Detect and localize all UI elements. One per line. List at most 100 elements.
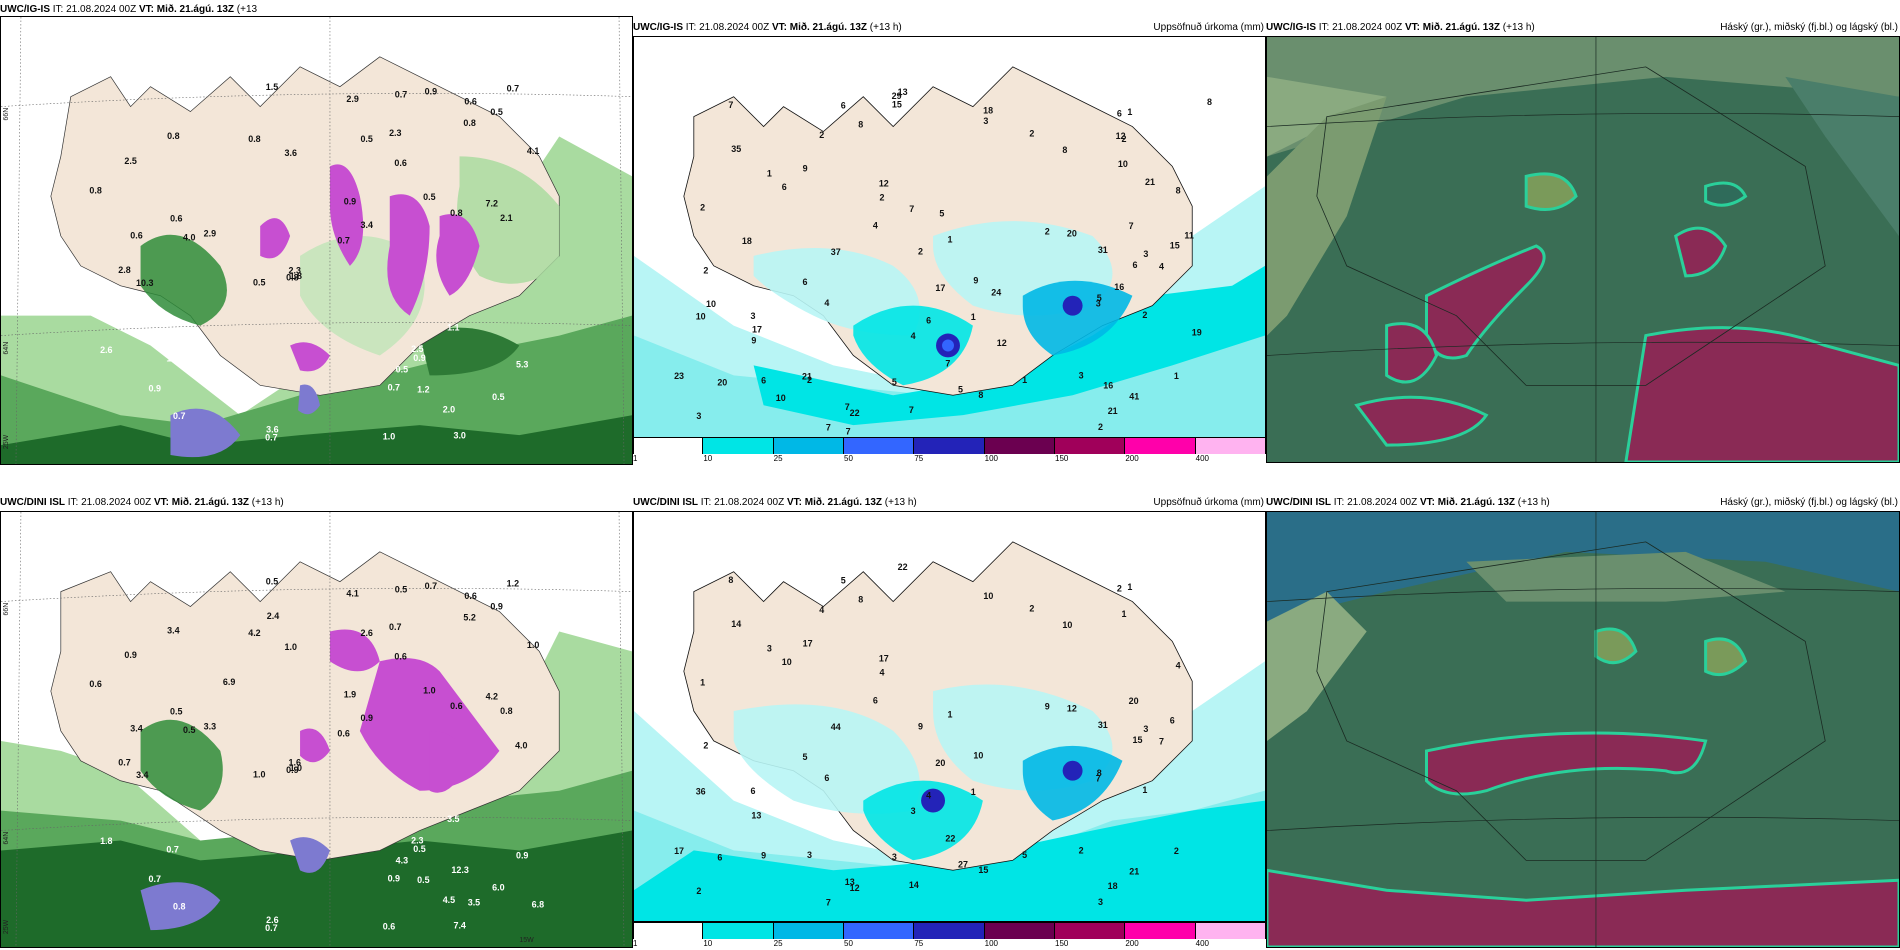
- precip-value-label: 2: [703, 740, 708, 750]
- precip-value-label: 12: [879, 178, 889, 188]
- it-label: IT:: [1318, 22, 1330, 33]
- precip-value-label: 2.6: [266, 915, 278, 925]
- precip-value-label: 2: [1121, 134, 1126, 144]
- precip-value-label: 23: [674, 371, 684, 381]
- it-label: IT:: [700, 497, 712, 508]
- model-name: UWC/DINI ISL: [1266, 497, 1331, 508]
- colorbar-segment: [1195, 922, 1266, 939]
- precip-value-label: 5: [892, 377, 897, 387]
- precip-value-label: 4.3: [396, 855, 408, 865]
- precip-value-label: 0.5: [490, 107, 502, 117]
- lead-time: (+13 h): [1502, 22, 1535, 33]
- valid-time: Mið. 21.ágú. 13Z: [156, 4, 234, 15]
- map-frame[interactable]: 2 2 1 1 1 2 3 1 2 2 2 1 1 2 2 3 4 5 6 3 4 2 3 5 7 4 6 2 3 7 4 6 2 7 9 8 6 15 3…: [633, 36, 1266, 445]
- map-frame[interactable]: 1 2 5 1 1 1 2 2 3 1 2 1 3 4 4 2 3 8 2 6 6 3 3 3 7 7 10 9 10 8 6 5 9 14 17 1…: [633, 511, 1266, 922]
- precip-value-label: 0.9: [425, 86, 437, 96]
- precip-value-label: 2.6: [360, 628, 372, 638]
- lat-label-64: 64N: [3, 832, 10, 845]
- precip-value-label: 4.5: [443, 895, 455, 905]
- precip-value-label: 0.9: [149, 383, 161, 393]
- colorbar-segment: [1125, 437, 1196, 454]
- precip-value-label: 0.9: [388, 874, 400, 884]
- panel-header: UWC/DINI ISL IT: 21.08.2024 00Z VT: Mið.…: [1266, 495, 1900, 511]
- map-frame[interactable]: [1266, 511, 1900, 948]
- precip-value-label: 12: [850, 883, 860, 893]
- precip-value-label: 2.6: [100, 345, 112, 355]
- precip-value-label: 36: [696, 786, 706, 796]
- it-label: IT:: [685, 22, 697, 33]
- precip-value-label: 2.9: [204, 229, 216, 239]
- precip-value-label: 18: [742, 236, 752, 246]
- colorbar-segment: [1055, 922, 1126, 939]
- precip-value-label: 10.3: [136, 278, 153, 288]
- panel-top-mid: UWC/IG-IS IT: 21.08.2024 00Z VT: Mið. 21…: [633, 0, 1266, 465]
- lat-label-66: 66N: [3, 108, 10, 121]
- map-title: Uppsöfnuð úrkoma (mm): [1153, 22, 1264, 33]
- precip-value-label: 3: [983, 116, 988, 126]
- precip-value-label: 15: [892, 99, 902, 109]
- precip-value-label: 44: [831, 722, 841, 732]
- precip-value-label: 1.2: [507, 578, 519, 588]
- precip-value-label: 2: [1079, 846, 1084, 856]
- precip-value-label: 0.5: [266, 577, 278, 587]
- map-frame[interactable]: [1266, 36, 1900, 463]
- map-frame[interactable]: 66N 64N 25W 15W 0.6 0.5 0.7 0.6 1.0 0.9 1.0 0.6…: [0, 511, 633, 948]
- precip-value-label: 3: [751, 311, 756, 321]
- precip-value-label: 13: [751, 811, 761, 821]
- precip-value-label: 2: [880, 193, 885, 203]
- precip-value-label: 5: [939, 209, 944, 219]
- precip-value-label: 0.7: [395, 90, 407, 100]
- precip-value-label: 1: [971, 312, 976, 322]
- precip-value-label: 2: [819, 130, 824, 140]
- precip-value-label: 6.0: [492, 883, 504, 893]
- colorbar-segment: [703, 437, 774, 454]
- precip-value-label: 6: [926, 315, 931, 325]
- precip-value-label: 6: [803, 277, 808, 287]
- map-frame[interactable]: 66N 64N 25W 0.6 0.6 0.7 0.6 0.5 0.7 0.5 0.8 0.7 0…: [0, 16, 633, 465]
- init-time: 21.08.2024 00Z: [699, 22, 770, 33]
- precip-wind-map: 66N 64N 25W 0.60.60.70.60.50.70.50.80.70…: [1, 17, 632, 464]
- precip-value-label: 2.5: [124, 156, 136, 166]
- colorbar-tick-label: 400: [1195, 454, 1210, 463]
- precip-value-label: 3.4: [167, 625, 179, 635]
- precip-value-label: 0.7: [389, 622, 401, 632]
- precip-value-label: 2.1: [500, 213, 512, 223]
- precip-value-label: 7: [846, 427, 851, 437]
- precip-value-label: 29: [892, 91, 902, 101]
- model-name: UWC/IG-IS: [1266, 22, 1316, 33]
- precip-value-label: 0.7: [149, 874, 161, 884]
- precip-value-label: 0.7: [507, 84, 519, 94]
- precip-value-label: 1: [948, 710, 953, 720]
- colorbar-tick-label: 100: [984, 454, 999, 463]
- precip-value-label: 3: [911, 806, 916, 816]
- precip-value-label: 4.1: [527, 146, 539, 156]
- precip-value-label: 17: [935, 283, 945, 293]
- precip-value-label: 17: [803, 638, 813, 648]
- precip-value-label: 21: [1129, 866, 1139, 876]
- precip-value-label: 12: [1116, 131, 1126, 141]
- precip-value-label: 4: [824, 298, 829, 308]
- lead-time: (+13 h): [1517, 497, 1550, 508]
- colorbar-tick-label: 100: [984, 939, 999, 948]
- precip-value-label: 4.2: [486, 692, 498, 702]
- colorbar-segment: [633, 437, 704, 454]
- precip-value-label: 0.6: [170, 214, 182, 224]
- precip-value-label: 7: [826, 898, 831, 908]
- precip-value-label: 12.3: [451, 865, 468, 875]
- panel-header: UWC/IG-IS IT: 21.08.2024 00Z VT: Mið. 21…: [0, 2, 633, 18]
- lon-label-25: 25W: [3, 919, 10, 934]
- precip-value-label: 1: [971, 787, 976, 797]
- precip-value-label: 7.2: [486, 198, 498, 208]
- lat-label-66: 66N: [3, 603, 10, 616]
- precip-value-label: 7: [1129, 221, 1134, 231]
- cloud-cover-map: [1267, 512, 1899, 947]
- precip-value-label: 20: [1129, 696, 1139, 706]
- precip-value-label: 0.9: [286, 765, 298, 775]
- precip-value-label: 0.8: [167, 131, 179, 141]
- precip-value-label: 1.5: [266, 82, 278, 92]
- precip-value-label: 4.0: [515, 740, 527, 750]
- precip-value-label: 0.8: [463, 118, 475, 128]
- valid-time: Mið. 21.ágú. 13Z: [804, 497, 882, 508]
